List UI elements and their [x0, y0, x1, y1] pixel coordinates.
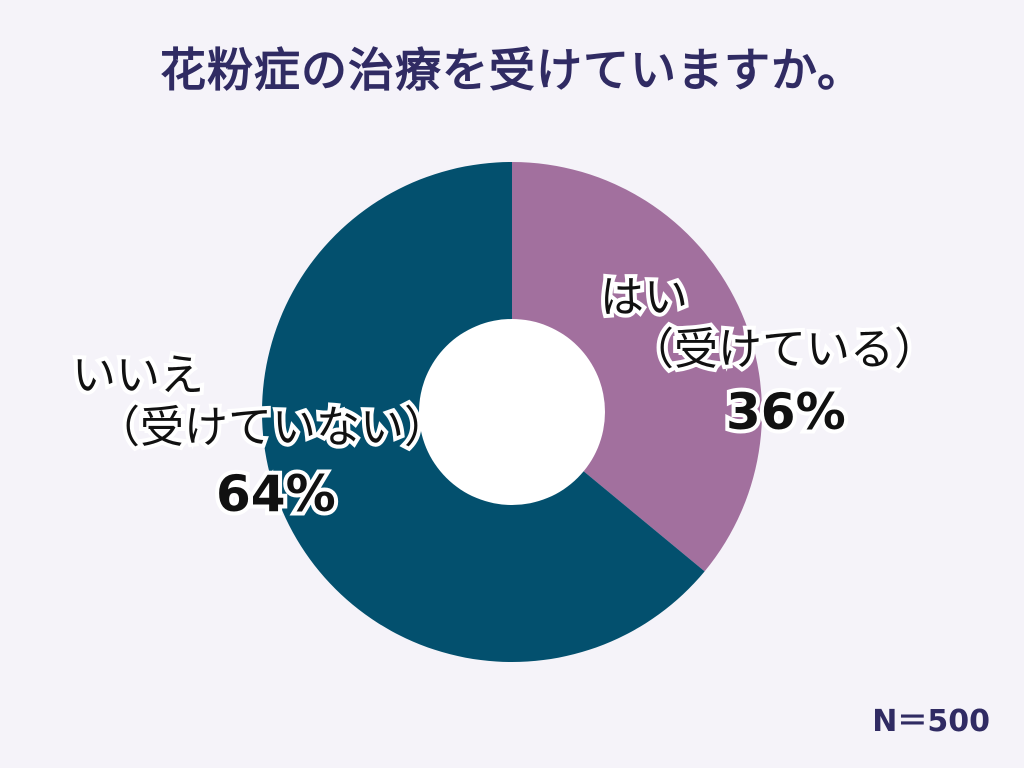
chart-title: 花粉症の治療を受けていますか。 [159, 43, 865, 97]
label-no: いいえ （受けていない） 64% [68, 346, 452, 527]
label-no-percent: 64% [212, 461, 340, 527]
label-yes-line2: （受けている） [626, 320, 942, 379]
label-no-line1: いいえ [68, 346, 208, 405]
donut-hole [419, 319, 605, 505]
sample-size: N＝500 [872, 704, 990, 739]
slice-yes [512, 162, 763, 572]
label-yes: はい （受けている） 36% [596, 268, 942, 445]
label-yes-percent: 36% [722, 379, 850, 445]
label-yes-line1: はい [596, 268, 692, 327]
label-no-line2: （受けていない） [92, 398, 452, 457]
